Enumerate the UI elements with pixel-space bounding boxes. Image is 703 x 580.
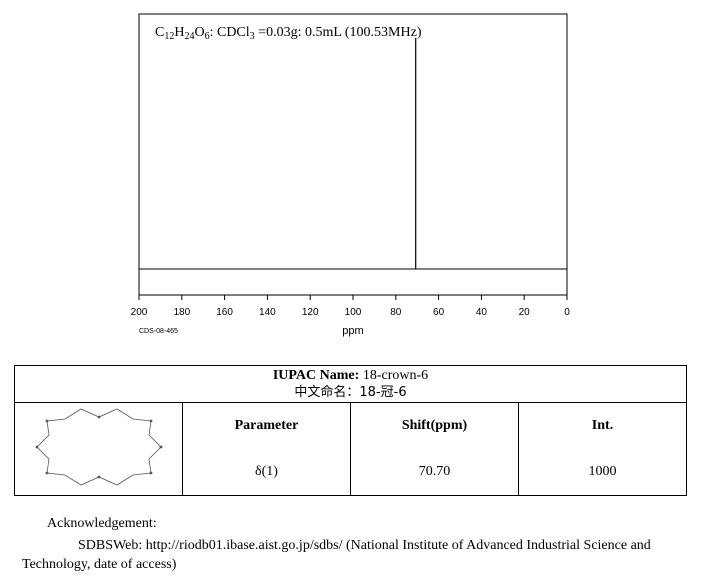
- title-subscript: 3: [250, 31, 255, 42]
- oxygen-atom: [45, 419, 48, 422]
- x-tick-label: 120: [302, 307, 319, 318]
- zh-name-value: 18-冠-6: [359, 385, 407, 400]
- oxygen-atom: [45, 471, 48, 474]
- crown-ether-structure-diagram: [35, 408, 162, 485]
- x-axis: 200 180 160 140 120 100 80 60 40 20 0: [131, 295, 570, 318]
- x-tick-label: 0: [564, 307, 570, 318]
- title-subscript: 12: [164, 31, 174, 42]
- chart-title: C12H24O6: CDCl3 =0.03g: 0.5mL (100.53MHz…: [155, 25, 422, 42]
- spectrum-code-label: CDS-08-465: [139, 328, 178, 335]
- title-text: : CDCl: [210, 25, 250, 40]
- oxygen-atoms: [35, 415, 162, 478]
- title-subscript: 24: [184, 31, 194, 42]
- acknowledgement-text: SDBSWeb: http://riodb01.ibase.aist.go.jp…: [22, 538, 651, 572]
- shift-value: 70.70: [418, 464, 451, 479]
- iupac-label: IUPAC Name:: [272, 368, 360, 383]
- x-tick-label: 60: [433, 307, 445, 318]
- x-tick-label: 20: [519, 307, 531, 318]
- shift-column: Shift(ppm) 70.70: [350, 402, 519, 496]
- intensity-header: Int.: [591, 418, 614, 433]
- parameter-header: Parameter: [234, 418, 299, 433]
- oxygen-atom: [97, 475, 100, 478]
- structure-cell: [14, 402, 183, 496]
- oxygen-atom: [159, 445, 162, 448]
- x-tick-label: 140: [259, 307, 276, 318]
- x-tick-label: 160: [216, 307, 233, 318]
- intensity-value: 1000: [588, 464, 617, 479]
- iupac-value: 18-crown-6: [362, 368, 429, 383]
- nmr-spectrum-chart: C12H24O6: CDCl3 =0.03g: 0.5mL (100.53MHz…: [131, 13, 570, 337]
- parameter-value: δ(1): [255, 464, 278, 479]
- x-axis-label: ppm: [342, 325, 363, 337]
- zh-name-label: 中文命名：: [294, 385, 360, 400]
- x-tick-label: 40: [476, 307, 488, 318]
- oxygen-atom: [149, 419, 152, 422]
- intensity-column: Int. 1000: [518, 402, 687, 496]
- title-text: =0.03g: 0.5mL (100.53MHz): [255, 25, 422, 40]
- oxygen-atom: [97, 415, 100, 418]
- parameter-column: Parameter δ(1): [182, 402, 351, 496]
- compound-name-cell: IUPAC Name: 18-crown-6 中文命名：18-冠-6: [14, 365, 687, 403]
- title-text: C: [155, 25, 164, 40]
- x-tick-label: 100: [345, 307, 362, 318]
- crown-ring: [35, 408, 162, 485]
- acknowledgement-title: Acknowledgement:: [47, 516, 157, 531]
- x-tick-label: 80: [390, 307, 402, 318]
- shift-header: Shift(ppm): [401, 418, 468, 433]
- title-text: H: [174, 25, 184, 40]
- compound-info-table: IUPAC Name: 18-crown-6 中文命名：18-冠-6: [14, 365, 687, 496]
- title-text: O: [194, 25, 204, 40]
- title-subscript: 6: [205, 31, 210, 42]
- oxygen-atom: [35, 445, 38, 448]
- x-tick-label: 200: [131, 307, 148, 318]
- plot-frame: [138, 13, 568, 296]
- x-tick-label: 180: [173, 307, 190, 318]
- oxygen-atom: [149, 471, 152, 474]
